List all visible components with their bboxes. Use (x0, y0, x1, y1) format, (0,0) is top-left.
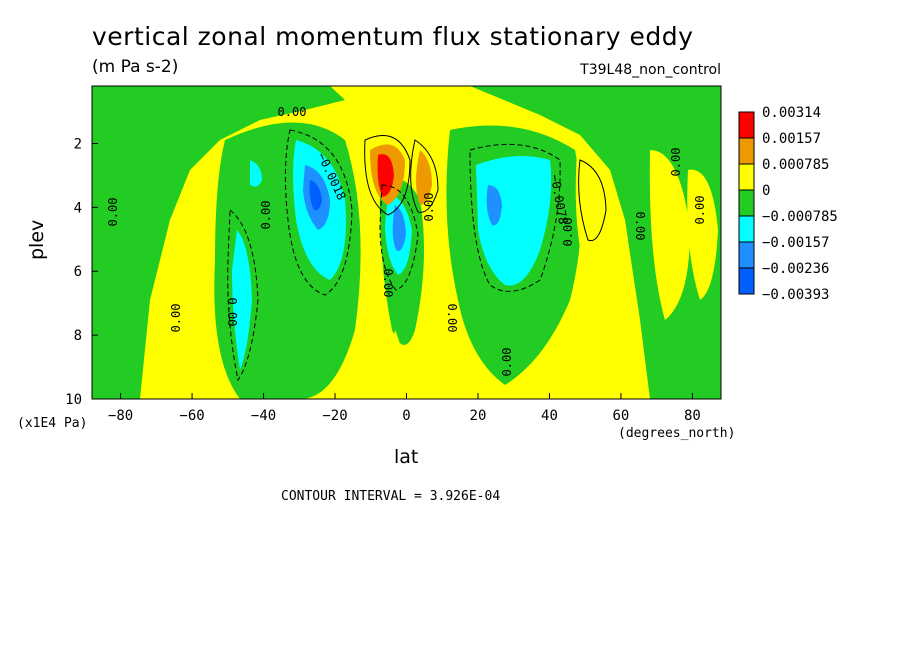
contour-label: 0.00 (106, 198, 120, 227)
colorbar-swatch (738, 189, 755, 217)
colorbar-level-label: 0.00314 (762, 105, 821, 121)
contour-label: 0.00 (561, 218, 575, 247)
colorbar-level-label: −0.00157 (762, 235, 829, 251)
colorbar-level-label: −0.00393 (762, 287, 829, 303)
contour-label: 0.00 (633, 212, 647, 241)
contour-label: 0.00 (422, 193, 436, 222)
x-tick-label: −40 (251, 408, 276, 424)
contour-label: 0.00 (259, 201, 273, 230)
contour-label: 0.00 (500, 348, 514, 377)
contour-label: 0.00 (669, 148, 683, 177)
contour-label: 0.00 (693, 196, 707, 225)
x-tick-label: 40 (541, 408, 558, 424)
y-unit-label: (x1E4 Pa) (17, 416, 88, 431)
x-axis-label: lat (394, 446, 419, 468)
colorbar-level-label: 0.000785 (762, 157, 829, 173)
contour-label: 0.00 (381, 269, 395, 298)
contour-label: 0.00 (445, 304, 459, 333)
y-tick-label: 4 (74, 200, 82, 216)
y-tick-label: 10 (65, 392, 82, 408)
chart-title: vertical zonal momentum flux stationary … (92, 22, 694, 51)
colorbar-level-label: 0 (762, 183, 770, 199)
contour-label: 0.00 (278, 105, 307, 119)
colorbar-swatch (738, 241, 755, 269)
colorbar-legend: 0.00314 0.00157 0.000785 0 −0.000785 −0.00157… (738, 105, 838, 303)
x-tick-label: −20 (322, 408, 347, 424)
colorbar-swatch (738, 137, 755, 165)
colorbar-swatch (738, 267, 755, 295)
y-tick-label: 6 (74, 264, 82, 280)
x-tick-label: −60 (179, 408, 204, 424)
x-tick-label: 60 (613, 408, 630, 424)
y-tick-label: 2 (74, 136, 82, 152)
x-unit-label: (degrees_north) (618, 426, 736, 441)
colorbar-swatch (738, 215, 755, 243)
x-tick-label: 0 (402, 408, 410, 424)
colorbar-level-label: 0.00157 (762, 131, 821, 147)
colorbar-level-label: −0.00236 (762, 261, 829, 277)
colorbar-swatch (738, 163, 755, 191)
x-tick-label: 20 (470, 408, 487, 424)
y-tick-label: 8 (74, 328, 82, 344)
chart-units: (m Pa s-2) (92, 57, 179, 77)
contour-field (92, 86, 721, 399)
colorbar-swatch (738, 111, 755, 139)
y-axis: 2 4 6 8 10 (65, 136, 98, 408)
x-tick-label: −80 (108, 408, 133, 424)
x-tick-label: 80 (684, 408, 701, 424)
contour-interval: CONTOUR INTERVAL = 3.926E-04 (281, 489, 501, 504)
contour-label: 0.00 (169, 304, 183, 333)
colorbar-level-label: −0.000785 (762, 209, 838, 225)
x-axis: −80 −60 −40 −20 0 20 40 60 80 (108, 393, 701, 424)
contour-label: 0.00 (225, 298, 239, 327)
y-axis-label: plev (26, 219, 48, 260)
run-name: T39L48_non_control (580, 62, 721, 78)
